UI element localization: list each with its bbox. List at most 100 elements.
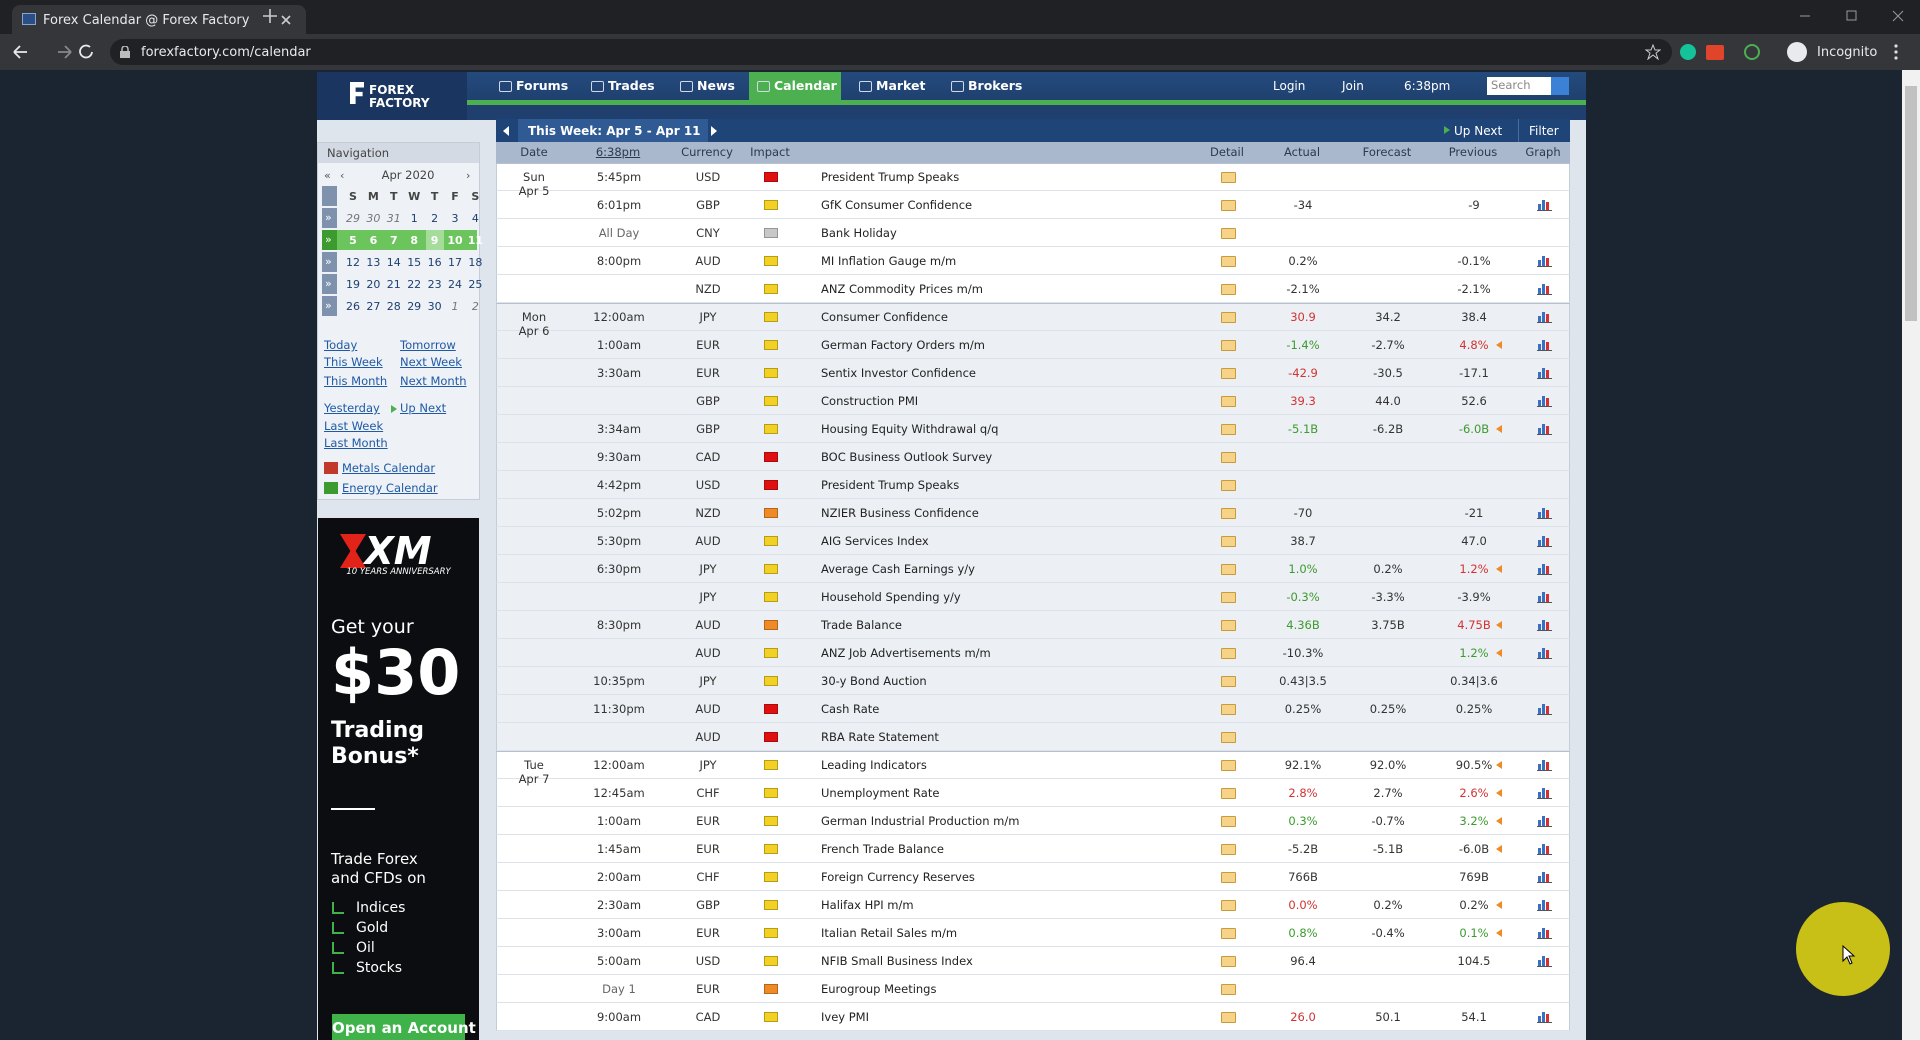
- event-title[interactable]: Ivey PMI: [821, 1010, 869, 1024]
- graph-icon[interactable]: [1537, 703, 1552, 715]
- nav-link[interactable]: Up Next: [400, 401, 447, 415]
- graph-icon[interactable]: [1537, 1011, 1552, 1023]
- detail-icon[interactable]: [1221, 284, 1236, 295]
- day[interactable]: 27: [366, 300, 381, 313]
- prev-week[interactable]: [503, 126, 511, 136]
- search-box[interactable]: Search: [1487, 77, 1551, 95]
- detail-icon[interactable]: [1221, 480, 1236, 491]
- day[interactable]: 22: [407, 278, 422, 291]
- event-title[interactable]: Foreign Currency Reserves: [821, 870, 975, 884]
- event-title[interactable]: Halifax HPI m/m: [821, 898, 914, 912]
- day[interactable]: 21: [386, 278, 401, 291]
- detail-icon[interactable]: [1221, 312, 1236, 323]
- day[interactable]: 2: [471, 300, 479, 313]
- event-title[interactable]: President Trump Speaks: [821, 170, 960, 184]
- graph-icon[interactable]: [1537, 871, 1552, 883]
- detail-icon[interactable]: [1221, 452, 1236, 463]
- graph-icon[interactable]: [1537, 787, 1552, 799]
- event-title[interactable]: GfK Consumer Confidence: [821, 198, 973, 212]
- day[interactable]: 20: [366, 278, 381, 291]
- graph-icon[interactable]: [1537, 339, 1552, 351]
- nav-item[interactable]: News: [672, 72, 758, 100]
- day[interactable]: 1: [410, 212, 418, 225]
- day[interactable]: 8: [410, 234, 419, 247]
- event-title[interactable]: AIG Services Index: [821, 534, 929, 548]
- up-next[interactable]: Up Next: [1454, 124, 1503, 138]
- week-button[interactable]: »: [322, 274, 337, 294]
- event-title[interactable]: MI Inflation Gauge m/m: [821, 254, 957, 268]
- week-button[interactable]: »: [322, 252, 337, 272]
- filter[interactable]: [1518, 119, 1570, 142]
- event-title[interactable]: German Factory Orders m/m: [821, 338, 985, 352]
- event-title[interactable]: NZIER Business Confidence: [821, 506, 979, 520]
- detail-icon[interactable]: [1221, 704, 1236, 715]
- login-link[interactable]: Login: [1273, 79, 1306, 93]
- search-button[interactable]: [1551, 77, 1569, 95]
- event-title[interactable]: Bank Holiday: [821, 226, 897, 240]
- filter-label[interactable]: Filter: [1529, 124, 1559, 138]
- graph-icon[interactable]: [1537, 815, 1552, 827]
- day[interactable]: 24: [448, 278, 462, 291]
- nav-link[interactable]: Next Week: [400, 355, 462, 369]
- day[interactable]: 29: [346, 212, 360, 225]
- graph-icon[interactable]: [1537, 759, 1552, 771]
- graph-icon[interactable]: [1537, 563, 1552, 575]
- nav-link[interactable]: Tomorrow: [400, 338, 456, 352]
- graph-icon[interactable]: [1537, 395, 1552, 407]
- graph-icon[interactable]: [1537, 591, 1552, 603]
- nav-link[interactable]: Last Week: [324, 419, 384, 433]
- event-title[interactable]: Housing Equity Withdrawal q/q: [821, 422, 999, 436]
- day[interactable]: 16: [427, 256, 442, 269]
- nav-buttons[interactable]: [12, 43, 97, 61]
- graph-icon[interactable]: [1537, 899, 1552, 911]
- scroll-thumb[interactable]: [1905, 86, 1917, 321]
- cal-arrow[interactable]: ›: [466, 169, 471, 182]
- nav-item[interactable]: Trades: [583, 72, 669, 100]
- column-label[interactable]: 6:38pm: [595, 145, 641, 159]
- detail-icon[interactable]: [1221, 900, 1236, 911]
- extensions[interactable]: [1680, 43, 1760, 61]
- day[interactable]: 17: [448, 256, 462, 269]
- event-title[interactable]: 30-y Bond Auction: [821, 674, 927, 688]
- day[interactable]: 15: [407, 256, 422, 269]
- day[interactable]: 6: [369, 234, 378, 247]
- day[interactable]: 25: [468, 278, 483, 291]
- day[interactable]: 23: [427, 278, 442, 291]
- nav-link[interactable]: Last Month: [324, 436, 388, 450]
- event-title[interactable]: NFIB Small Business Index: [821, 954, 973, 968]
- detail-icon[interactable]: [1221, 928, 1236, 939]
- detail-icon[interactable]: [1221, 592, 1236, 603]
- day[interactable]: 18: [468, 256, 483, 269]
- bookmark-star[interactable]: [1645, 44, 1661, 60]
- profile[interactable]: Incognito: [1787, 41, 1897, 63]
- graph-icon[interactable]: [1537, 927, 1552, 939]
- ad-banner[interactable]: XM 10 YEARS ANNIVERSARY Get your $30 Trading…: [318, 518, 479, 1040]
- detail-icon[interactable]: [1221, 340, 1236, 351]
- graph-icon[interactable]: [1537, 647, 1552, 659]
- nav-item[interactable]: Forums: [491, 72, 577, 100]
- detail-icon[interactable]: [1221, 844, 1236, 855]
- address-bar[interactable]: forexfactory.com/calendar: [110, 39, 1672, 65]
- event-title[interactable]: Trade Balance: [821, 618, 903, 632]
- event-title[interactable]: ANZ Job Advertisements m/m: [821, 646, 991, 660]
- event-title[interactable]: Consumer Confidence: [821, 310, 948, 324]
- join-link[interactable]: Join: [1342, 79, 1364, 93]
- nav-item[interactable]: Calendar: [749, 72, 841, 100]
- event-title[interactable]: BOC Business Outlook Survey: [821, 450, 993, 464]
- day[interactable]: 3: [451, 212, 459, 225]
- detail-icon[interactable]: [1221, 1012, 1236, 1023]
- event-title[interactable]: Leading Indicators: [821, 758, 927, 772]
- detail-icon[interactable]: [1221, 396, 1236, 407]
- event-title[interactable]: German Industrial Production m/m: [821, 814, 1020, 828]
- detail-icon[interactable]: [1221, 200, 1236, 211]
- week-button[interactable]: »: [322, 296, 337, 316]
- day[interactable]: 28: [386, 300, 401, 313]
- graph-icon[interactable]: [1537, 423, 1552, 435]
- event-title[interactable]: Eurogroup Meetings: [821, 982, 937, 996]
- detail-icon[interactable]: [1221, 536, 1236, 547]
- week-button[interactable]: »: [322, 230, 337, 250]
- window-controls[interactable]: [1795, 8, 1915, 24]
- detail-icon[interactable]: [1221, 256, 1236, 267]
- week-button[interactable]: »: [322, 208, 337, 228]
- detail-icon[interactable]: [1221, 732, 1236, 743]
